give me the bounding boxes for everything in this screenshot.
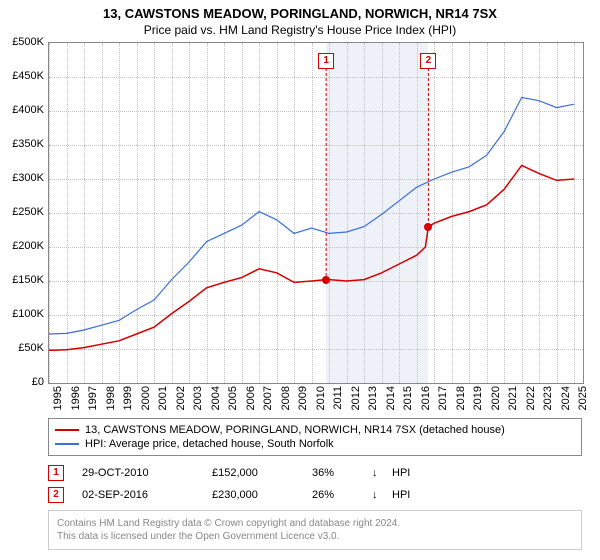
x-axis-label: 2020 — [490, 386, 502, 410]
x-axis-label: 2023 — [542, 386, 554, 410]
y-axis-label: £50K — [4, 342, 44, 354]
x-axis-label: 2001 — [157, 386, 169, 410]
x-axis-label: 2018 — [455, 386, 467, 410]
x-axis-label: 2025 — [577, 386, 589, 410]
legend-row-hpi: HPI: Average price, detached house, Sout… — [55, 437, 575, 451]
sale-vs-label: HPI — [392, 489, 410, 501]
y-axis-label: £450K — [4, 70, 44, 82]
legend-swatch-price — [55, 429, 79, 431]
legend-label-hpi: HPI: Average price, detached house, Sout… — [85, 438, 334, 450]
x-axis-label: 1995 — [52, 386, 64, 410]
x-axis-label: 2006 — [245, 386, 257, 410]
sale-dot-1 — [322, 276, 330, 284]
legend-swatch-hpi — [55, 443, 79, 445]
x-axis-label: 1999 — [122, 386, 134, 410]
x-axis-label: 2010 — [315, 386, 327, 410]
sale-marker-2: 2 — [420, 53, 436, 69]
sales-table: 1 29-OCT-2010£152,00036%↓HPI 2 02-SEP-2016£… — [48, 462, 582, 506]
x-axis-label: 2024 — [560, 386, 572, 410]
legend-row-price: 13, CAWSTONS MEADOW, PORINGLAND, NORWICH… — [55, 423, 575, 437]
chart-plot-area: 12 — [48, 42, 584, 384]
sale-arrow-icon: ↓ — [372, 489, 392, 501]
y-axis-label: £300K — [4, 172, 44, 184]
credit-line-2: This data is licensed under the Open Gov… — [57, 530, 573, 543]
y-axis-label: £200K — [4, 240, 44, 252]
credit-box: Contains HM Land Registry data © Crown c… — [48, 510, 582, 550]
x-axis-label: 1997 — [87, 386, 99, 410]
sale-price: £152,000 — [212, 467, 312, 479]
sale-row: 2 02-SEP-2016£230,00026%↓HPI — [48, 484, 582, 506]
x-axis-label: 2003 — [192, 386, 204, 410]
sale-arrow-icon: ↓ — [372, 467, 392, 479]
x-axis-label: 2005 — [227, 386, 239, 410]
y-axis-label: £150K — [4, 274, 44, 286]
y-axis-label: £400K — [4, 104, 44, 116]
credit-line-1: Contains HM Land Registry data © Crown c… — [57, 517, 573, 530]
x-axis-label: 2019 — [472, 386, 484, 410]
sale-row-marker: 1 — [48, 465, 64, 481]
x-axis-label: 1998 — [105, 386, 117, 410]
chart-lines — [49, 43, 583, 383]
sale-vs-label: HPI — [392, 467, 410, 479]
sale-row-marker: 2 — [48, 487, 64, 503]
sale-marker-1: 1 — [318, 53, 334, 69]
sale-pct: 26% — [312, 489, 372, 501]
x-axis-label: 2021 — [507, 386, 519, 410]
sale-pct: 36% — [312, 467, 372, 479]
x-axis-label: 2022 — [525, 386, 537, 410]
legend-label-price: 13, CAWSTONS MEADOW, PORINGLAND, NORWICH… — [85, 424, 505, 436]
x-axis-label: 2011 — [332, 386, 344, 410]
sale-date: 02-SEP-2016 — [82, 489, 212, 501]
x-axis-label: 2004 — [210, 386, 222, 410]
y-axis-label: £250K — [4, 206, 44, 218]
chart-title: 13, CAWSTONS MEADOW, PORINGLAND, NORWICH… — [0, 0, 600, 21]
x-axis-label: 2017 — [437, 386, 449, 410]
x-axis-label: 2002 — [175, 386, 187, 410]
x-axis-label: 2014 — [385, 386, 397, 410]
sale-row: 1 29-OCT-2010£152,00036%↓HPI — [48, 462, 582, 484]
x-axis-label: 2016 — [420, 386, 432, 410]
x-axis-label: 2000 — [140, 386, 152, 410]
x-axis-label: 2009 — [297, 386, 309, 410]
x-axis-label: 2013 — [367, 386, 379, 410]
sale-date: 29-OCT-2010 — [82, 467, 212, 479]
x-axis-label: 2015 — [402, 386, 414, 410]
sale-price: £230,000 — [212, 489, 312, 501]
sale-dot-2 — [424, 223, 432, 231]
y-axis-label: £100K — [4, 308, 44, 320]
chart-subtitle: Price paid vs. HM Land Registry's House … — [0, 21, 600, 37]
x-axis-label: 2008 — [280, 386, 292, 410]
chart-legend: 13, CAWSTONS MEADOW, PORINGLAND, NORWICH… — [48, 418, 582, 456]
x-axis-label: 2012 — [350, 386, 362, 410]
y-axis-label: £500K — [4, 36, 44, 48]
y-axis-label: £0 — [4, 376, 44, 388]
x-axis-label: 2007 — [262, 386, 274, 410]
y-axis-label: £350K — [4, 138, 44, 150]
x-axis-label: 1996 — [70, 386, 82, 410]
